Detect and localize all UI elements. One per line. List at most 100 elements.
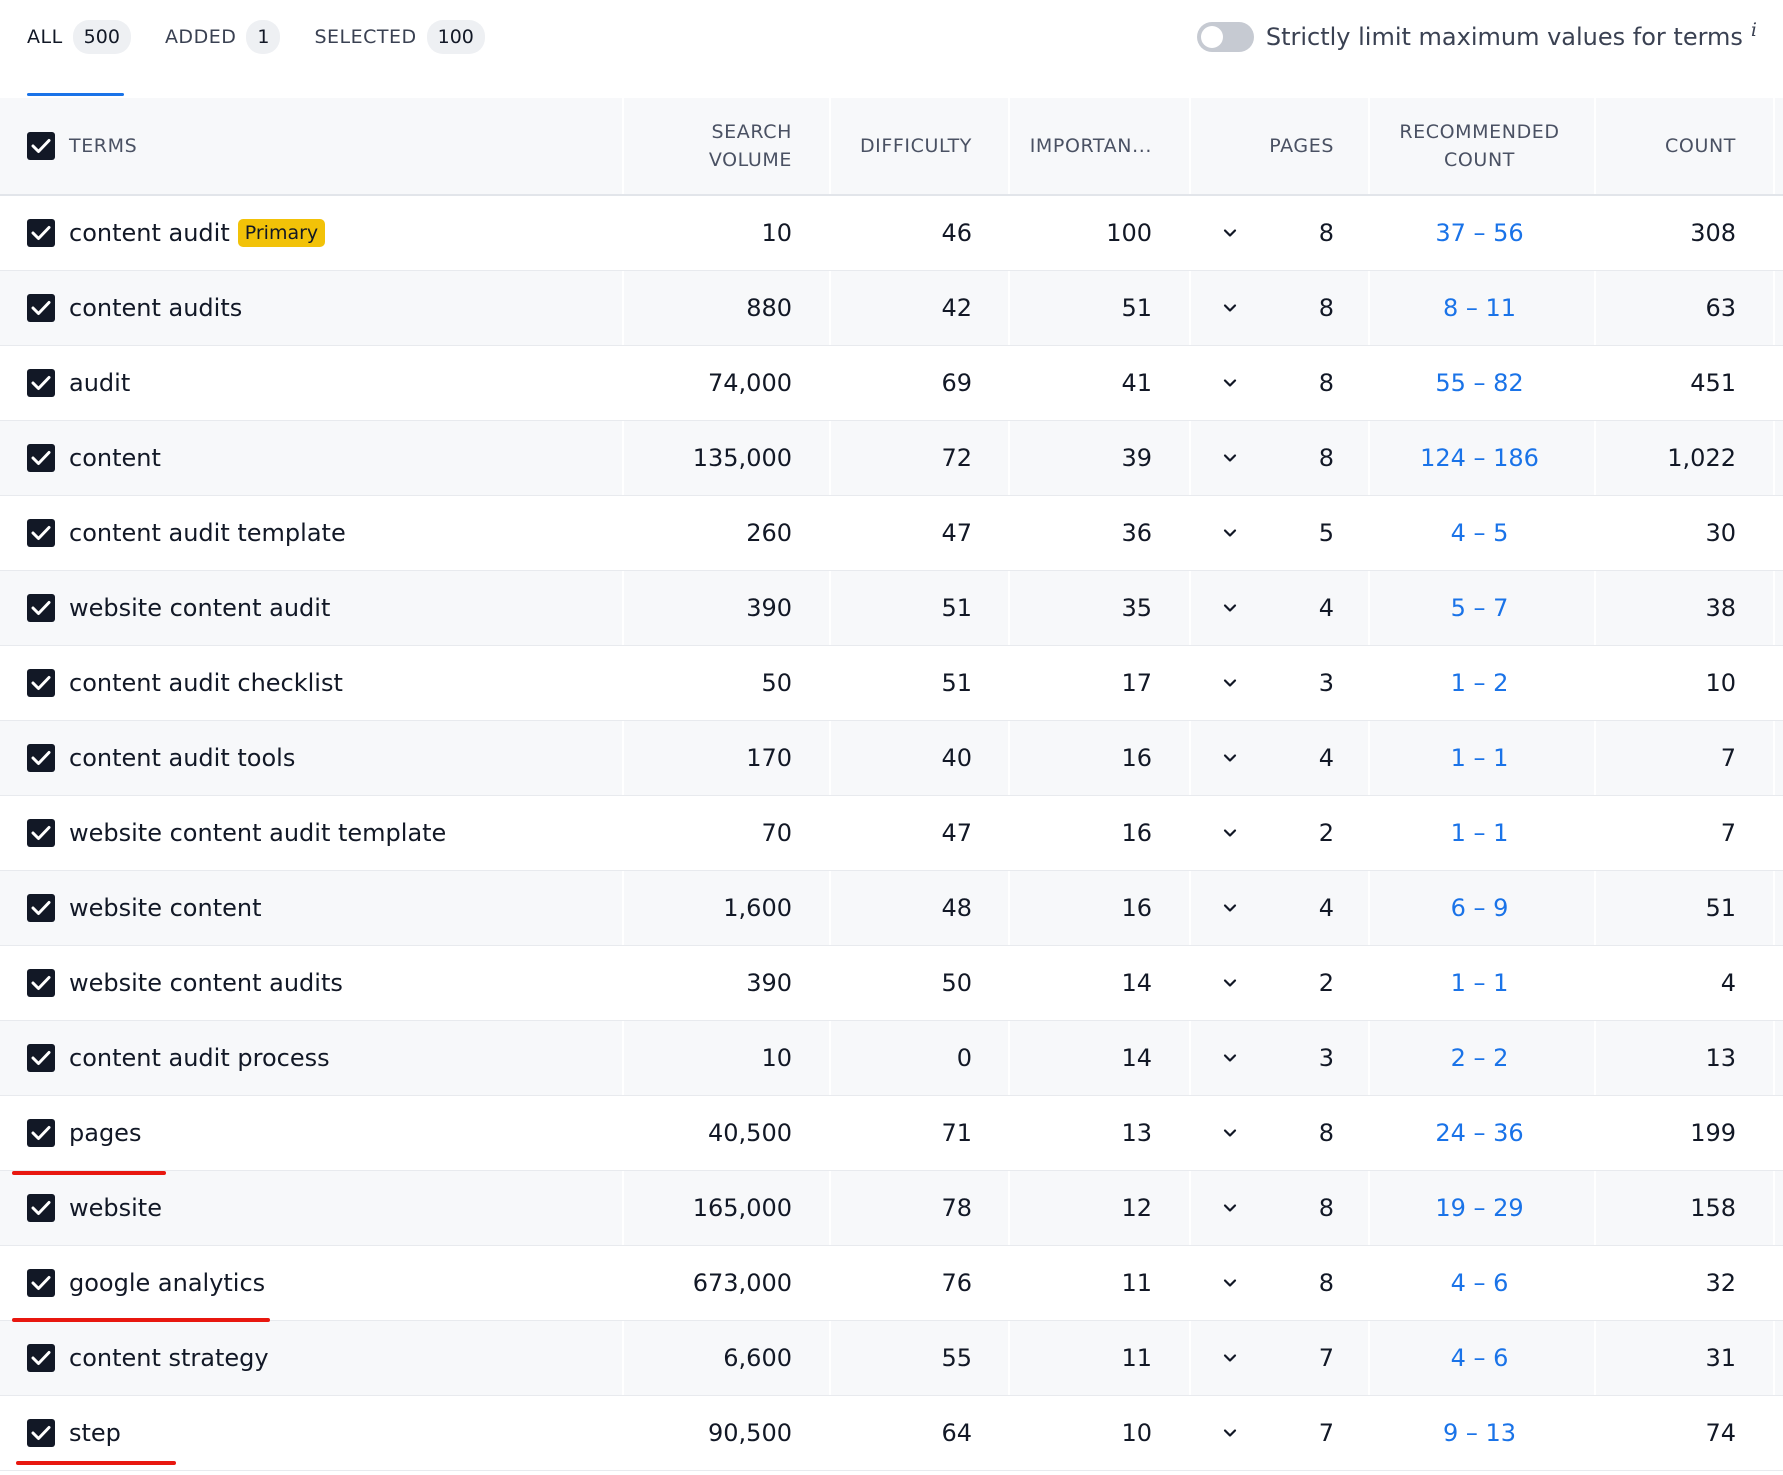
header-pages[interactable]: PAGES: [1250, 98, 1334, 194]
pages-value: 8: [1318, 219, 1334, 247]
term-checkbox[interactable]: [27, 369, 55, 397]
recommended-count-link[interactable]: 37 – 56: [1435, 219, 1524, 247]
column-divider: [1594, 1096, 1596, 1170]
chevron-down-icon[interactable]: [1222, 453, 1238, 463]
column-divider: [1368, 98, 1370, 194]
recommended-count-link[interactable]: 1 – 2: [1450, 669, 1509, 697]
header-importance[interactable]: IMPORTAN...: [1010, 98, 1152, 194]
term-checkbox[interactable]: [27, 444, 55, 472]
recommended-count-link[interactable]: 124 – 186: [1420, 444, 1539, 472]
recommended-count-link[interactable]: 4 – 6: [1450, 1269, 1509, 1297]
tab-added[interactable]: ADDED 1: [165, 18, 281, 56]
term-checkbox[interactable]: [27, 669, 55, 697]
term-checkbox[interactable]: [27, 894, 55, 922]
recommended-count-link[interactable]: 1 – 1: [1450, 819, 1509, 847]
search-volume-value: 390: [746, 594, 792, 622]
term-checkbox[interactable]: [27, 219, 55, 247]
table-row: website content audit 390 51 35 4 5 – 7 38: [0, 571, 1783, 646]
recommended-count-cell: 4 – 5: [1372, 496, 1587, 570]
recommended-count-link[interactable]: 5 – 7: [1450, 594, 1509, 622]
importance-value: 16: [1121, 744, 1152, 772]
recommended-count-link[interactable]: 55 – 82: [1435, 369, 1524, 397]
header-recommended-count[interactable]: RECOMMENDED COUNT: [1372, 98, 1587, 194]
term-checkbox[interactable]: [27, 819, 55, 847]
column-divider: [1008, 421, 1010, 495]
pages-expand-cell: [1210, 346, 1250, 420]
term-checkbox[interactable]: [27, 1269, 55, 1297]
pages-expand-cell: [1210, 196, 1250, 270]
chevron-down-icon[interactable]: [1222, 603, 1238, 613]
chevron-down-icon[interactable]: [1222, 1053, 1238, 1063]
header-count[interactable]: COUNT: [1610, 98, 1736, 194]
recommended-count-link[interactable]: 1 – 1: [1450, 744, 1509, 772]
column-divider: [1189, 346, 1191, 420]
column-divider: [1594, 1396, 1596, 1470]
column-divider: [1773, 346, 1775, 420]
pages-cell: 3: [1250, 1021, 1334, 1095]
term-cell: audit: [27, 346, 617, 420]
count-cell: 13: [1610, 1021, 1736, 1095]
tab-all[interactable]: ALL 500: [27, 18, 131, 56]
column-divider: [829, 721, 831, 795]
term-checkbox[interactable]: [27, 594, 55, 622]
term-checkbox[interactable]: [27, 744, 55, 772]
difficulty-value: 55: [941, 1344, 972, 1372]
term-label: google analytics: [69, 1269, 266, 1297]
recommended-count-link[interactable]: 4 – 5: [1450, 519, 1509, 547]
chevron-down-icon[interactable]: [1222, 1203, 1238, 1213]
table-row: google analytics 673,000 76 11 8 4 – 6 32: [0, 1246, 1783, 1321]
term-checkbox[interactable]: [27, 1419, 55, 1447]
chevron-down-icon[interactable]: [1222, 753, 1238, 763]
recommended-count-link[interactable]: 4 – 6: [1450, 1344, 1509, 1372]
chevron-down-icon[interactable]: [1222, 378, 1238, 388]
pages-value: 8: [1318, 1269, 1334, 1297]
column-divider: [1189, 421, 1191, 495]
recommended-count-link[interactable]: 8 – 11: [1442, 294, 1517, 322]
term-checkbox[interactable]: [27, 294, 55, 322]
chevron-down-icon[interactable]: [1222, 303, 1238, 313]
column-divider: [1773, 196, 1775, 270]
recommended-count-link[interactable]: 9 – 13: [1442, 1419, 1517, 1447]
column-divider: [1008, 1246, 1010, 1320]
column-divider: [1189, 871, 1191, 945]
column-divider: [1594, 1171, 1596, 1245]
column-divider: [1368, 271, 1370, 345]
recommended-count-link[interactable]: 2 – 2: [1450, 1044, 1509, 1072]
term-cell: content audits: [27, 271, 617, 345]
difficulty-cell: 46: [832, 196, 972, 270]
column-divider: [1189, 571, 1191, 645]
recommended-count-link[interactable]: 24 – 36: [1435, 1119, 1524, 1147]
chevron-down-icon[interactable]: [1222, 978, 1238, 988]
chevron-down-icon[interactable]: [1222, 228, 1238, 238]
chevron-down-icon[interactable]: [1222, 678, 1238, 688]
column-divider: [1594, 571, 1596, 645]
tab-selected[interactable]: SELECTED 100: [314, 18, 485, 56]
term-checkbox[interactable]: [27, 969, 55, 997]
recommended-count-link[interactable]: 19 – 29: [1435, 1194, 1524, 1222]
pages-value: 2: [1318, 819, 1334, 847]
term-checkbox[interactable]: [27, 1044, 55, 1072]
chevron-down-icon[interactable]: [1222, 828, 1238, 838]
importance-cell: 39: [1010, 421, 1152, 495]
chevron-down-icon[interactable]: [1222, 903, 1238, 913]
term-checkbox[interactable]: [27, 1194, 55, 1222]
difficulty-value: 46: [941, 219, 972, 247]
header-importance-label: IMPORTAN...: [1029, 135, 1152, 157]
select-all-checkbox[interactable]: [27, 132, 55, 160]
strict-limit-toggle[interactable]: [1196, 22, 1254, 52]
header-search-volume[interactable]: SEARCH VOLUME: [624, 98, 792, 194]
info-icon[interactable]: i: [1750, 19, 1757, 41]
recommended-count-link[interactable]: 6 – 9: [1450, 894, 1509, 922]
chevron-down-icon[interactable]: [1222, 1128, 1238, 1138]
recommended-count-link[interactable]: 1 – 1: [1450, 969, 1509, 997]
difficulty-cell: 48: [832, 871, 972, 945]
chevron-down-icon[interactable]: [1222, 1278, 1238, 1288]
term-checkbox[interactable]: [27, 1119, 55, 1147]
term-checkbox[interactable]: [27, 519, 55, 547]
chevron-down-icon[interactable]: [1222, 1428, 1238, 1438]
check-icon: [31, 376, 51, 390]
header-difficulty[interactable]: DIFFICULTY: [832, 98, 972, 194]
term-checkbox[interactable]: [27, 1344, 55, 1372]
chevron-down-icon[interactable]: [1222, 1353, 1238, 1363]
chevron-down-icon[interactable]: [1222, 528, 1238, 538]
